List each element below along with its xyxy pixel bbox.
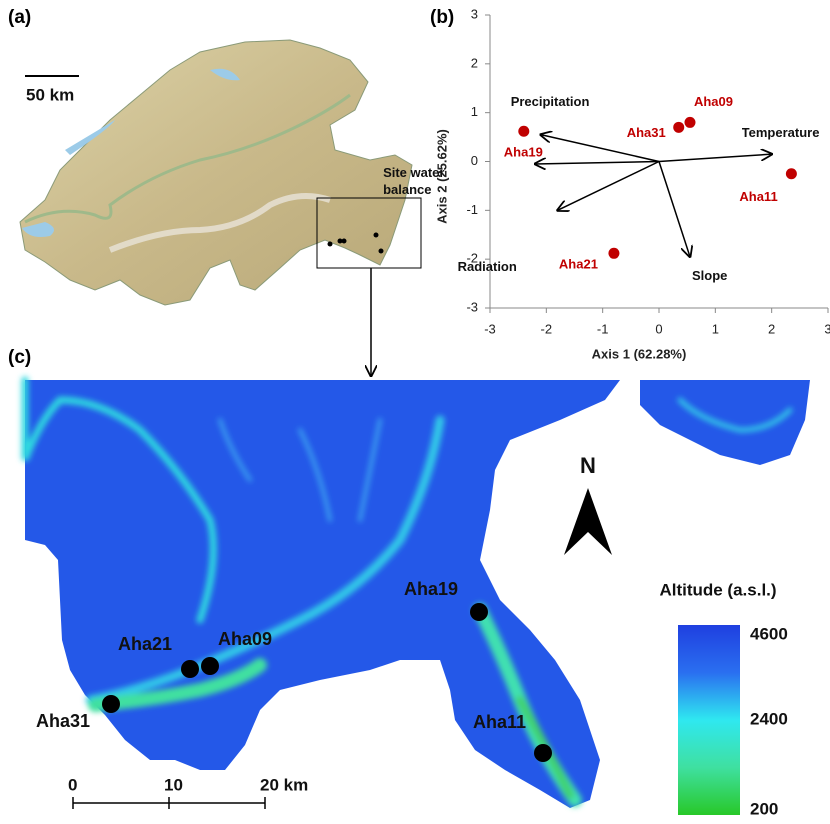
x-tick-label: 0 xyxy=(655,321,662,336)
scale-label: 10 xyxy=(164,775,183,794)
vector-label: Radiation xyxy=(458,258,558,298)
vector-label-text: Radiation xyxy=(458,258,558,275)
site-marker xyxy=(470,603,488,621)
x-tick-label: 2 xyxy=(768,321,775,336)
x-tick-label: 1 xyxy=(712,321,719,336)
site-label: Aha11 xyxy=(473,712,526,732)
site-label: Aha19 xyxy=(404,579,458,599)
loading-vector xyxy=(558,162,659,211)
legend-tick-label: 200 xyxy=(750,799,778,818)
point-label: Aha09 xyxy=(694,94,733,109)
x-axis-label: Axis 1 (62.28%) xyxy=(592,346,687,361)
point-label: Aha11 xyxy=(739,189,777,204)
point-label: Aha31 xyxy=(627,125,666,140)
site-point xyxy=(518,126,529,137)
vector-label: Temperature xyxy=(742,124,830,164)
site-point xyxy=(608,248,619,259)
vector-label: Slope xyxy=(692,267,752,307)
vector-label-text: Site water balance xyxy=(383,164,463,198)
y-tick-label: 1 xyxy=(471,104,478,119)
vector-label-text: Temperature xyxy=(742,124,830,141)
site-marker xyxy=(181,660,199,678)
north-label: N xyxy=(580,453,596,478)
site-point xyxy=(786,168,797,179)
switzerland-map: 50 km xyxy=(20,40,421,376)
figure: (a) (b) (c) 50 km -3-2-10123-3-2-10123Ax… xyxy=(0,0,830,824)
y-tick-label: 2 xyxy=(471,55,478,70)
y-tick-label: -1 xyxy=(466,202,478,217)
site-point xyxy=(684,117,695,128)
panel-label: (b) xyxy=(430,7,454,28)
point-label: Aha19 xyxy=(504,145,543,160)
panel-label: (c) xyxy=(8,347,31,368)
loading-vector xyxy=(659,162,690,257)
loading-vector xyxy=(535,162,659,164)
point-label: Aha21 xyxy=(559,257,598,272)
page: { "panel_labels": ["(a)", "(b)", "(c)"],… xyxy=(0,0,830,824)
x-tick-label: 3 xyxy=(824,321,830,336)
x-tick-label: -3 xyxy=(484,321,496,336)
site-marker xyxy=(534,744,552,762)
site-label: Aha21 xyxy=(118,634,172,654)
legend-title: Altitude (a.s.l.) xyxy=(659,580,776,599)
vector-label: Site water balance xyxy=(383,164,463,204)
site-label: Aha31 xyxy=(36,711,90,731)
north-arrow xyxy=(564,488,612,555)
site-point xyxy=(673,122,684,133)
color-scale xyxy=(678,625,740,815)
scale-label: 0 xyxy=(68,775,77,794)
site-marker xyxy=(102,695,120,713)
y-tick-label: 3 xyxy=(471,6,478,21)
vector-label-text: Precipitation xyxy=(511,93,611,110)
site-marker xyxy=(201,657,219,675)
scale-label: 20 km xyxy=(260,775,308,794)
scale-label: 50 km xyxy=(26,85,74,104)
x-tick-label: -2 xyxy=(541,321,553,336)
vector-label-text: Slope xyxy=(692,267,752,284)
x-tick-label: -1 xyxy=(597,321,609,336)
legend-tick-label: 2400 xyxy=(750,709,788,728)
legend-tick-label: 4600 xyxy=(750,624,788,643)
site-label: Aha09 xyxy=(218,629,272,649)
y-tick-label: -3 xyxy=(466,299,478,314)
y-tick-label: 0 xyxy=(471,153,478,168)
panel-label: (a) xyxy=(8,7,31,28)
